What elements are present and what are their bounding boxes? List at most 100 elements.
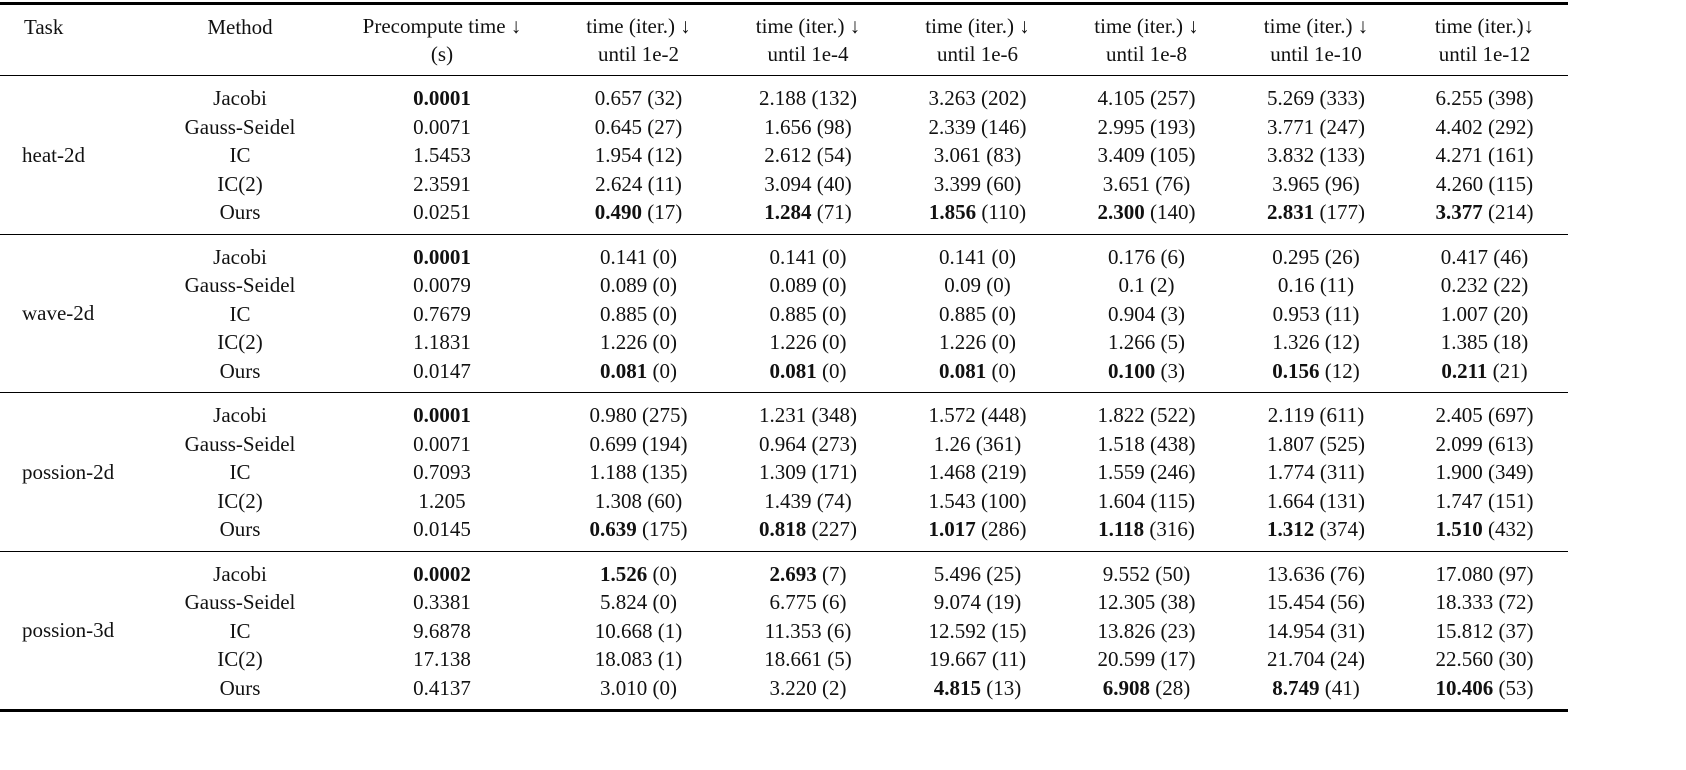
iteration-count: (1) [657,618,683,643]
iteration-count: (28) [1155,675,1191,700]
precompute-time: 1.1831 [413,330,471,354]
time-value: 10.668 [594,618,653,643]
time-cell: 1.747 (151) [1401,487,1568,516]
precompute-time: 0.0251 [413,200,471,224]
time-cell: 0.980 (275) [554,393,723,430]
iteration-count: (0) [991,244,1017,269]
time-cell: 9.552 (50) [1062,551,1231,588]
precompute-cell: 9.6878 [330,617,554,646]
iteration-count: (275) [642,403,688,427]
time-cell: 14.954 (31) [1231,617,1401,646]
iteration-count: (17) [1160,647,1196,671]
time-value: 1.954 [594,143,642,167]
time-value: 0.980 [589,403,637,427]
time-value: 9.074 [933,590,981,614]
iteration-count: (3) [1160,358,1186,383]
iteration-count: (26) [1324,244,1360,269]
task-group: possion-3d Jacobi 0.0002 1.526 (0) 2.693 (7)… [0,551,1568,711]
iteration-count: (246) [1150,460,1196,484]
precompute-time: 17.138 [413,647,471,671]
data-row: IC 9.6878 10.668 (1) 11.353 (6) 12.592 (15) 1… [0,617,1568,646]
time-cell: 18.083 (1) [554,645,723,674]
time-value: 5.824 [600,590,648,614]
time-cell: 3.263 (202) [893,76,1062,113]
precompute-cell: 0.0001 [330,76,554,113]
header-line: Task [24,15,64,39]
iteration-count: (110) [981,200,1027,224]
precompute-cell: 17.138 [330,645,554,674]
time-value: 1.231 [759,403,807,427]
precompute-time: 0.0002 [413,561,471,586]
iteration-count: (697) [1488,403,1534,427]
time-value: 1.226 [600,330,648,354]
time-value: 4.815 [933,675,981,700]
time-cell: 0.885 (0) [723,300,893,329]
method-name: Jacobi [213,561,267,586]
iteration-count: (0) [822,330,847,354]
time-value: 1.439 [764,488,812,513]
precompute-time: 0.0147 [413,358,471,383]
time-value: 18.333 [1435,590,1494,614]
time-cell: 0.176 (6) [1062,234,1231,271]
iteration-count: (25) [986,561,1022,586]
iteration-count: (525) [1319,431,1366,456]
time-cell: 6.908 (28) [1062,674,1231,711]
time-value: 0.645 [594,114,642,139]
iteration-count: (20) [1493,301,1529,326]
precompute-time: 0.0145 [413,517,471,541]
header-line: Method [207,15,273,39]
iteration-count: (12) [1324,358,1360,383]
time-value: 2.831 [1267,200,1315,224]
precompute-time: 0.0071 [413,114,471,139]
data-row: Gauss-Seidel 0.3381 5.824 (0) 6.775 (6) 9.07… [0,588,1568,617]
time-value: 12.305 [1097,590,1156,614]
time-value: 3.832 [1267,143,1315,167]
time-cell: 0.156 (12) [1231,357,1401,393]
iteration-count: (146) [981,114,1027,139]
time-value: 11.353 [764,618,822,643]
time-cell: 3.409 (105) [1062,141,1231,170]
iteration-count: (41) [1324,675,1360,700]
time-cell: 10.406 (53) [1401,674,1568,711]
time-value: 2.995 [1097,114,1145,139]
header-cell: time (iter.) ↓ until 1e-6 [893,4,1062,76]
data-row: IC(2) 1.205 1.308 (60) 1.439 (74) 1.543 (100… [0,487,1568,516]
time-cell: 0.081 (0) [723,357,893,393]
time-value: 1.543 [928,488,976,513]
time-value: 1.774 [1267,460,1315,484]
iteration-count: (194) [642,431,688,456]
iteration-count: (432) [1488,517,1534,541]
time-cell: 0.100 (3) [1062,357,1231,393]
time-cell: 1.559 (246) [1062,458,1231,487]
time-value: 2.624 [595,171,643,196]
time-cell: 2.693 (7) [723,551,893,588]
time-value: 20.599 [1097,647,1156,671]
time-cell: 2.995 (193) [1062,113,1231,142]
iteration-count: (361) [975,431,1022,456]
time-cell: 0.953 (11) [1231,300,1401,329]
time-value: 1.526 [600,561,648,586]
time-value: 1.118 [1098,517,1145,541]
method-name: Jacobi [213,244,267,269]
time-value: 17.080 [1435,561,1494,586]
method-name: Gauss-Seidel [184,431,296,456]
time-cell: 1.822 (522) [1062,393,1231,430]
time-cell: 1.664 (131) [1231,487,1401,516]
time-value: 0.904 [1108,301,1156,326]
time-cell: 0.818 (227) [723,515,893,551]
time-cell: 2.300 (140) [1062,198,1231,234]
time-value: 0.295 [1272,244,1320,269]
iteration-count: (12) [1324,330,1360,354]
time-cell: 0.885 (0) [554,300,723,329]
time-value: 9.552 [1102,561,1150,586]
table-header: Task Method Precompute time ↓ (s) time (iter… [0,3,1568,76]
iteration-count: (140) [1150,200,1196,224]
time-cell: 4.402 (292) [1401,113,1568,142]
precompute-cell: 0.3381 [330,588,554,617]
iteration-count: (613) [1488,431,1534,456]
data-row: possion-2d Jacobi 0.0001 0.980 (275) 1.231 (… [0,393,1568,484]
iteration-count: (0) [822,273,847,297]
time-value: 2.339 [928,114,976,139]
time-value: 0.081 [769,358,817,383]
iteration-count: (522) [1150,403,1196,427]
